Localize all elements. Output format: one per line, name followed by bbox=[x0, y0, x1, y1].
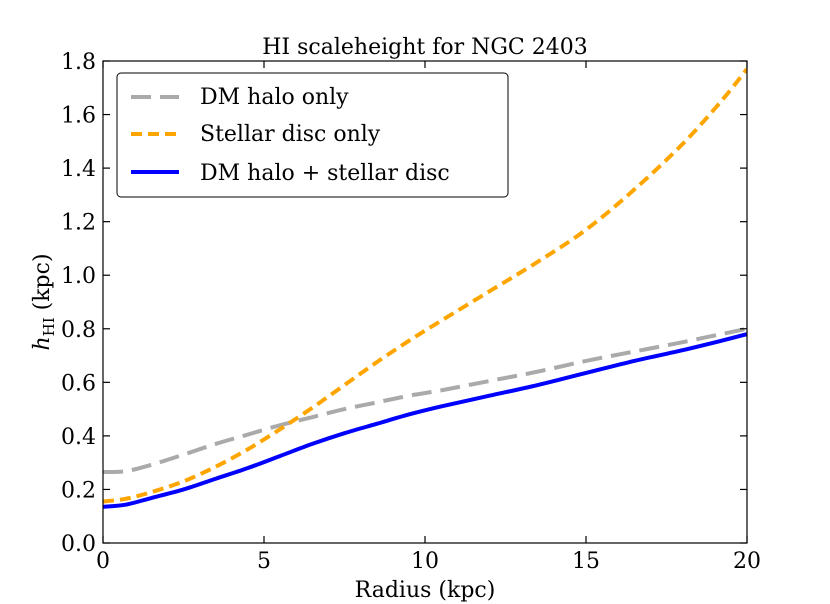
y-tick-label: 0.8 bbox=[61, 318, 96, 343]
series-line-stellar-disc bbox=[103, 67, 747, 504]
y-axis-label-main: h bbox=[30, 336, 55, 350]
y-tick-label: 0.4 bbox=[61, 425, 96, 450]
y-tick-label: 1.6 bbox=[61, 104, 96, 129]
x-tick-label: 15 bbox=[572, 549, 600, 574]
y-tick-label: 0.0 bbox=[61, 532, 96, 557]
y-tick-label: 0.6 bbox=[61, 371, 96, 396]
legend-label-stellar-disc: Stellar disc only bbox=[200, 122, 381, 147]
series-line-combined bbox=[103, 332, 747, 509]
y-axis-label: hHI (kpc) bbox=[30, 253, 58, 350]
y-tick-label: 1.2 bbox=[61, 211, 96, 236]
y-axis-label-sub: HI bbox=[40, 317, 58, 336]
x-axis-label: Radius (kpc) bbox=[355, 578, 496, 603]
y-tick-label: 1.0 bbox=[61, 264, 96, 289]
x-tick-label: 0 bbox=[96, 549, 110, 574]
legend-box bbox=[116, 72, 509, 198]
series-line-dm-halo bbox=[103, 326, 747, 475]
y-tick-label: 0.2 bbox=[61, 478, 96, 503]
x-tick-label: 20 bbox=[733, 549, 761, 574]
chart-title: HI scaleheight for NGC 2403 bbox=[262, 35, 588, 60]
legend: DM halo only Stellar disc only DM halo +… bbox=[116, 72, 509, 198]
plot-frame bbox=[102, 60, 748, 544]
ticks-layer: 0 5 10 15 20 0.0 0.2 0.4 0.6 0.8 1.0 1.2 1.4 1.6 1.8 bbox=[61, 50, 761, 574]
x-tick-label: 10 bbox=[411, 549, 439, 574]
legend-label-dm-halo: DM halo only bbox=[200, 85, 349, 110]
y-axis-label-units: (kpc) bbox=[30, 253, 55, 317]
y-tick-label: 1.8 bbox=[61, 50, 96, 75]
series-layer bbox=[103, 67, 747, 509]
x-tick-label: 5 bbox=[257, 549, 271, 574]
y-tick-label: 1.4 bbox=[61, 157, 96, 182]
legend-label-combined: DM halo + stellar disc bbox=[200, 161, 450, 186]
